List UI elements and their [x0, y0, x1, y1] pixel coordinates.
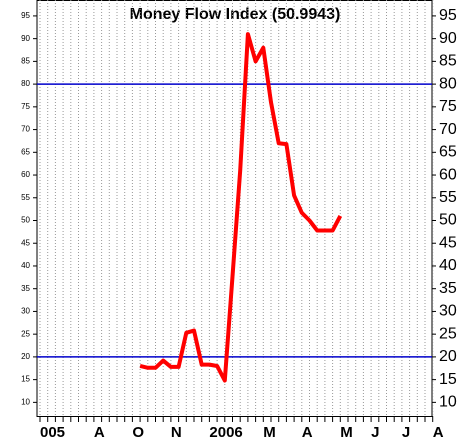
x-tick-label: J: [371, 424, 379, 441]
y-tick-label-right: 40: [439, 257, 457, 274]
y-tick-label-right: 15: [439, 371, 457, 388]
y-tick-label-left: 45: [21, 238, 30, 247]
x-tick-label: 005: [40, 424, 65, 441]
y-tick-label-left: 20: [21, 352, 30, 361]
y-tick-label-right: 60: [439, 166, 457, 183]
y-tick-label-right: 65: [439, 144, 457, 161]
y-tick-label-right: 85: [439, 53, 457, 70]
y-tick-label-right: 55: [439, 189, 457, 206]
y-tick-label-left: 35: [21, 284, 30, 293]
y-tick-label-left: 90: [21, 34, 30, 43]
y-tick-label-right: 70: [439, 121, 457, 138]
y-tick-label-left: 15: [21, 375, 30, 384]
plot-frame: [36, 0, 433, 417]
chart-title: Money Flow Index (50.9943): [130, 6, 341, 23]
y-tick-label-left: 25: [21, 329, 30, 338]
x-tick-label: 2006: [209, 424, 242, 441]
y-tick-label-left: 75: [21, 102, 30, 111]
x-tick-label: M: [263, 424, 276, 441]
y-tick-label-left: 85: [21, 56, 30, 65]
y-tick-label-right: 30: [439, 303, 457, 320]
y-tick-label-right: 35: [439, 280, 457, 297]
y-tick-label-right: 90: [439, 30, 457, 47]
y-tick-label-left: 30: [21, 307, 30, 316]
x-tick-label: M: [340, 424, 353, 441]
y-tick-label-right: 25: [439, 325, 457, 342]
y-tick-label-right: 80: [439, 75, 457, 92]
y-tick-label-right: 20: [439, 348, 457, 365]
y-tick-label-left: 60: [21, 170, 30, 179]
y-tick-label-right: 75: [439, 98, 457, 115]
y-tick-label-right: 50: [439, 212, 457, 229]
y-tick-label-left: 95: [21, 11, 30, 20]
x-tick-label: A: [302, 424, 313, 441]
y-tick-label-left: 50: [21, 216, 30, 225]
mfi-line: [139, 32, 343, 383]
y-tick-label-left: 40: [21, 261, 30, 270]
y-tick-label-left: 70: [21, 125, 30, 134]
y-tick-label-right: 10: [439, 394, 457, 411]
y-tick-label-left: 10: [21, 397, 30, 406]
y-tick-label-right: 95: [439, 7, 457, 24]
y-tick-label-right: 45: [439, 234, 457, 251]
x-tick-label: N: [171, 424, 182, 441]
x-tick-label: A: [94, 424, 105, 441]
x-tick-label: A: [433, 424, 444, 441]
x-tick-label: J: [402, 424, 410, 441]
x-tick-label: O: [132, 424, 144, 441]
y-tick-label-left: 65: [21, 147, 30, 156]
y-tick-label-left: 80: [21, 79, 30, 88]
y-tick-label-left: 55: [21, 193, 30, 202]
